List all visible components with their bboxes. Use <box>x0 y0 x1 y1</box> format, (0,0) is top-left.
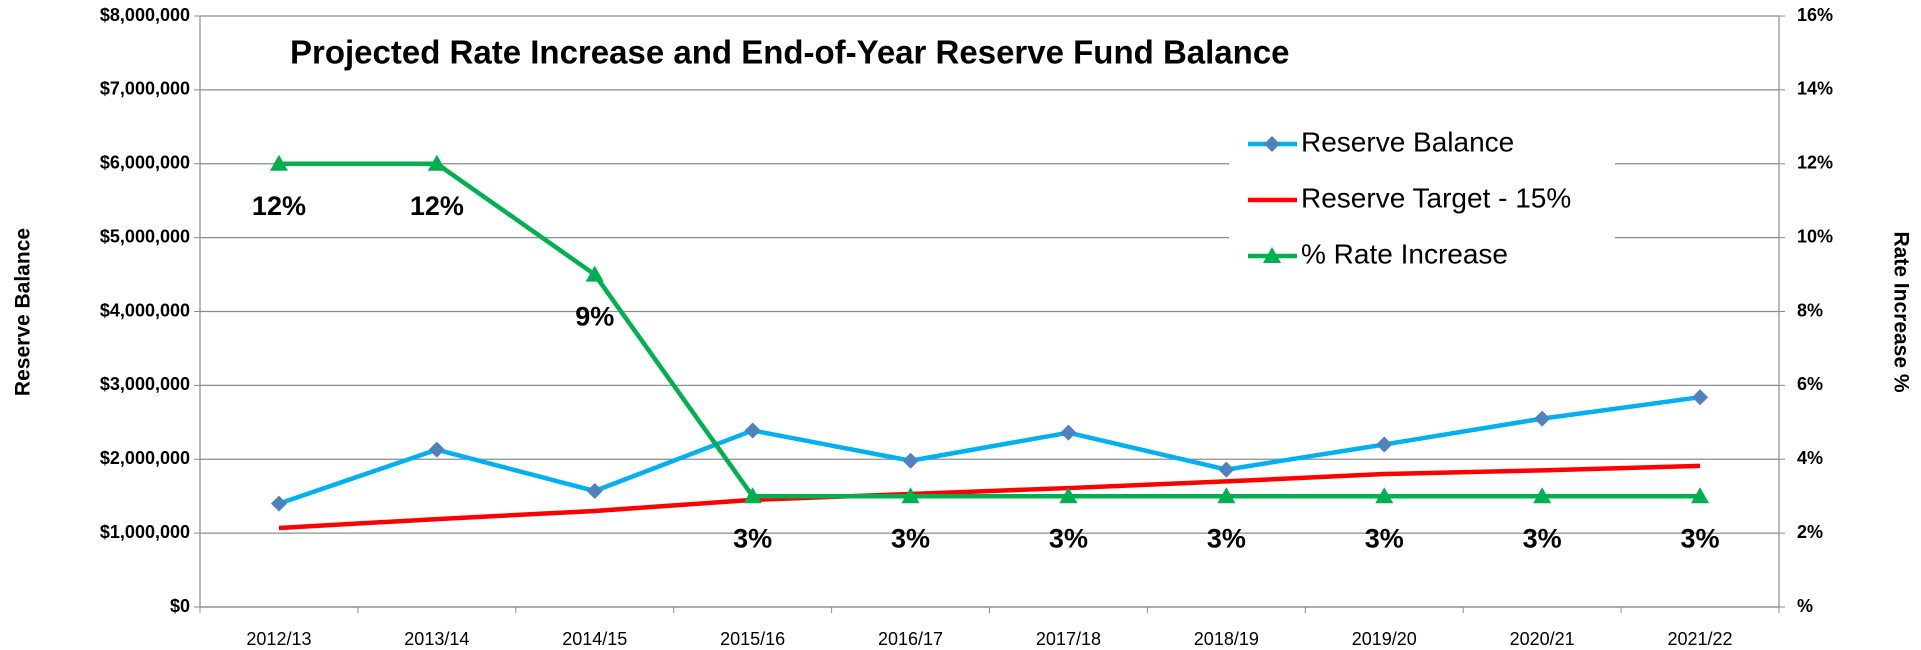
data-label: 3% <box>1049 523 1088 553</box>
data-point <box>1376 436 1393 453</box>
y2-tick-label: 8% <box>1797 300 1823 320</box>
x-tick-label: 2017/18 <box>1036 629 1101 649</box>
data-point <box>1533 487 1552 504</box>
data-label: 12% <box>410 191 464 221</box>
x-tick-label: 2013/14 <box>404 629 469 649</box>
y-tick-label: $4,000,000 <box>100 300 190 320</box>
x-tick-label: 2016/17 <box>878 629 943 649</box>
y-tick-label: $0 <box>170 596 190 616</box>
data-point <box>1692 389 1709 406</box>
x-tick-label: 2012/13 <box>246 629 311 649</box>
y-tick-label: $2,000,000 <box>100 448 190 468</box>
data-point <box>901 487 920 504</box>
y2-tick-label: 10% <box>1797 226 1833 246</box>
y2-tick-label: 12% <box>1797 153 1833 173</box>
data-point <box>586 483 603 500</box>
data-point <box>1060 424 1077 441</box>
data-point <box>428 441 445 458</box>
x-tick-label: 2014/15 <box>562 629 627 649</box>
series-line <box>278 161 1701 499</box>
chart-title: Projected Rate Increase and End-of-Year … <box>290 34 1290 71</box>
data-label: 3% <box>891 523 930 553</box>
data-point <box>1218 461 1235 478</box>
data-point <box>585 265 604 282</box>
data-label: 3% <box>1365 523 1404 553</box>
data-point <box>1217 487 1236 504</box>
data-point <box>269 154 288 171</box>
y-tick-label: $6,000,000 <box>100 153 190 173</box>
data-label: 3% <box>1681 523 1720 553</box>
data-label: 3% <box>1523 523 1562 553</box>
y-tick-label: $5,000,000 <box>100 226 190 246</box>
legend: Reserve Balance Reserve Target - 15% % Rat… <box>1229 117 1615 277</box>
y2-tick-label: 16% <box>1797 5 1833 25</box>
data-point <box>1691 487 1710 504</box>
y-tick-label: $8,000,000 <box>100 5 190 25</box>
data-point <box>743 487 762 504</box>
legend-marker <box>1263 247 1281 263</box>
data-point <box>744 422 761 439</box>
x-tick-label: 2015/16 <box>720 629 785 649</box>
y-tick-label: $7,000,000 <box>100 79 190 99</box>
x-tick-label: 2019/20 <box>1352 629 1417 649</box>
x-tick-label: 2018/19 <box>1194 629 1259 649</box>
y2-tick-label: 14% <box>1797 79 1833 99</box>
data-point <box>427 154 446 171</box>
x-tick-label: 2020/21 <box>1510 629 1575 649</box>
data-point <box>902 452 919 469</box>
legend-marker <box>1264 136 1280 152</box>
y-tick-label: $1,000,000 <box>100 522 190 542</box>
y-tick-label: $3,000,000 <box>100 374 190 394</box>
data-label: 9% <box>575 302 614 332</box>
y2-tick-label: 2% <box>1797 522 1823 542</box>
y2-axis-label: Rate Increase % <box>1889 231 1912 392</box>
series-line <box>278 463 1701 531</box>
data-point <box>1059 487 1078 504</box>
legend-label: Reserve Balance <box>1301 126 1514 157</box>
series-line <box>278 394 1701 506</box>
y-axis-label: Reserve Balance <box>12 228 35 396</box>
y2-tick-label: 4% <box>1797 448 1823 468</box>
data-point <box>1375 487 1394 504</box>
data-label: 3% <box>1207 523 1246 553</box>
data-label: 3% <box>733 523 772 553</box>
legend-label: % Rate Increase <box>1301 238 1508 269</box>
y2-tick-label: % <box>1797 596 1813 616</box>
data-point <box>1534 410 1551 427</box>
data-point <box>270 495 287 512</box>
data-label: 12% <box>252 191 306 221</box>
y2-tick-label: 6% <box>1797 374 1823 394</box>
x-tick-label: 2021/22 <box>1668 629 1733 649</box>
legend-label: Reserve Target - 15% <box>1301 182 1571 213</box>
